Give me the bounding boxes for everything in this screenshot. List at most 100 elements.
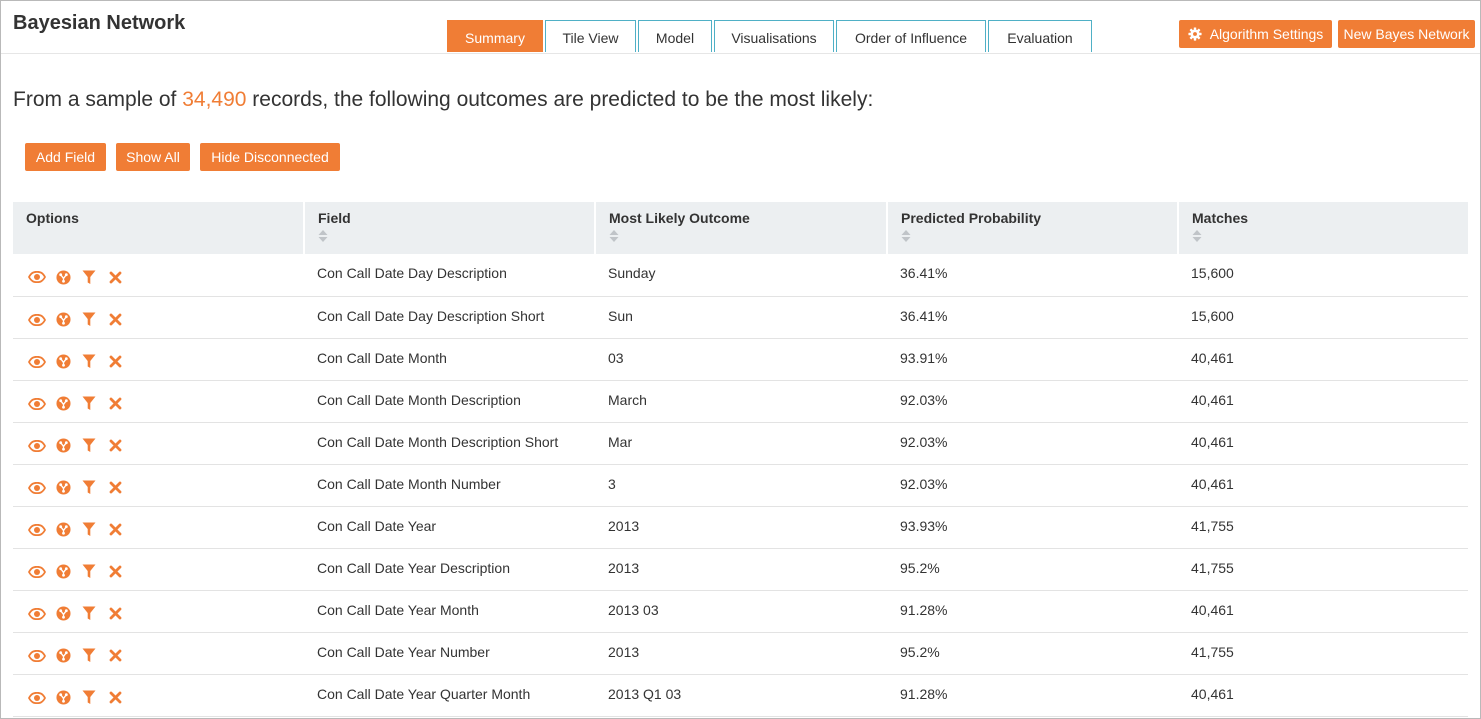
show-all-button[interactable]: Show All (116, 143, 190, 171)
eye-icon[interactable] (28, 690, 46, 706)
filter-icon[interactable] (80, 269, 98, 285)
close-icon[interactable] (106, 648, 124, 664)
table-row: Con Call Date Year Month 2013 03 91.28% … (13, 590, 1468, 633)
column-header-probability[interactable]: Predicted Probability (886, 202, 1178, 254)
field-cell: Con Call Date Year Description (304, 548, 595, 591)
header-divider (1, 53, 1480, 54)
algorithm-settings-button[interactable]: Algorithm Settings (1179, 20, 1332, 48)
network-icon[interactable] (54, 438, 72, 454)
filter-icon[interactable] (80, 564, 98, 580)
column-header-outcome[interactable]: Most Likely Outcome (594, 202, 887, 254)
eye-icon[interactable] (28, 396, 46, 412)
eye-icon[interactable] (28, 438, 46, 454)
sort-icon[interactable] (901, 229, 911, 243)
outcome-cell: Sunday (595, 254, 887, 297)
column-header-field[interactable]: Field (303, 202, 595, 254)
table-header-row: Options Field Most Likely Outcome Predic… (13, 202, 1468, 254)
table-row: Con Call Date Month Number 3 92.03% 40,4… (13, 464, 1468, 507)
field-cell: Con Call Date Year Quarter Month (304, 674, 595, 717)
network-icon[interactable] (54, 648, 72, 664)
row-options (13, 590, 304, 633)
eye-icon[interactable] (28, 648, 46, 664)
close-icon[interactable] (106, 269, 124, 285)
network-icon[interactable] (54, 606, 72, 622)
sort-icon[interactable] (318, 229, 328, 243)
field-cell: Con Call Date Month Description Short (304, 422, 595, 465)
tab-evaluation[interactable]: Evaluation (988, 20, 1092, 52)
network-icon[interactable] (54, 690, 72, 706)
filter-icon[interactable] (80, 396, 98, 412)
sort-icon[interactable] (1192, 229, 1202, 243)
table-row: Con Call Date Year Number 2013 95.2% 41,… (13, 632, 1468, 675)
filter-icon[interactable] (80, 522, 98, 538)
close-icon[interactable] (106, 522, 124, 538)
row-options (13, 338, 304, 381)
field-cell: Con Call Date Month Number (304, 464, 595, 507)
table-row: Con Call Date Day Description Sunday 36.… (13, 254, 1468, 297)
table-row: Con Call Date Day Description Short Sun … (13, 296, 1468, 339)
matches-cell: 15,600 (1178, 254, 1468, 297)
filter-icon[interactable] (80, 648, 98, 664)
eye-icon[interactable] (28, 564, 46, 580)
matches-cell: 40,461 (1178, 338, 1468, 381)
close-icon[interactable] (106, 354, 124, 370)
close-icon[interactable] (106, 690, 124, 706)
tab-tile-view[interactable]: Tile View (545, 20, 636, 52)
close-icon[interactable] (106, 606, 124, 622)
network-icon[interactable] (54, 564, 72, 580)
row-options (13, 548, 304, 591)
page-title: Bayesian Network (13, 12, 186, 34)
new-bayes-network-button[interactable]: New Bayes Network (1338, 20, 1475, 48)
network-icon[interactable] (54, 269, 72, 285)
network-icon[interactable] (54, 396, 72, 412)
matches-cell: 41,755 (1178, 632, 1468, 675)
table-row: Con Call Date Month 03 93.91% 40,461 (13, 338, 1468, 381)
probability-cell: 36.41% (887, 296, 1178, 339)
filter-icon[interactable] (80, 438, 98, 454)
filter-icon[interactable] (80, 312, 98, 328)
network-icon[interactable] (54, 312, 72, 328)
eye-icon[interactable] (28, 480, 46, 496)
probability-cell: 92.03% (887, 464, 1178, 507)
tab-order-of-influence[interactable]: Order of Influence (836, 20, 986, 52)
summary-suffix: records, the following outcomes are pred… (246, 88, 874, 111)
gear-icon (1188, 27, 1202, 41)
matches-cell: 41,755 (1178, 506, 1468, 549)
close-icon[interactable] (106, 312, 124, 328)
filter-icon[interactable] (80, 354, 98, 370)
add-field-button[interactable]: Add Field (25, 143, 106, 171)
row-options (13, 506, 304, 549)
column-header-matches[interactable]: Matches (1177, 202, 1468, 254)
eye-icon[interactable] (28, 606, 46, 622)
table-row: Con Call Date Year Quarter Month 2013 Q1… (13, 674, 1468, 717)
filter-icon[interactable] (80, 480, 98, 496)
filter-icon[interactable] (80, 606, 98, 622)
close-icon[interactable] (106, 438, 124, 454)
outcome-cell: 2013 03 (595, 590, 887, 633)
tab-visualisations[interactable]: Visualisations (714, 20, 834, 52)
tab-model[interactable]: Model (638, 20, 712, 52)
close-icon[interactable] (106, 480, 124, 496)
probability-cell: 93.91% (887, 338, 1178, 381)
probability-cell: 36.41% (887, 254, 1178, 297)
close-icon[interactable] (106, 396, 124, 412)
sort-icon[interactable] (609, 229, 619, 243)
network-icon[interactable] (54, 480, 72, 496)
field-cell: Con Call Date Day Description (304, 254, 595, 297)
matches-cell: 40,461 (1178, 380, 1468, 423)
eye-icon[interactable] (28, 522, 46, 538)
hide-disconnected-button[interactable]: Hide Disconnected (200, 143, 340, 171)
network-icon[interactable] (54, 522, 72, 538)
network-icon[interactable] (54, 354, 72, 370)
table-row: Con Call Date Year Description 2013 95.2… (13, 548, 1468, 591)
tab-summary[interactable]: Summary (447, 20, 543, 52)
outcome-cell: 2013 (595, 548, 887, 591)
tab-bar: Summary Tile View Model Visualisations O… (447, 20, 1094, 52)
eye-icon[interactable] (28, 312, 46, 328)
matches-cell: 40,461 (1178, 590, 1468, 633)
close-icon[interactable] (106, 564, 124, 580)
eye-icon[interactable] (28, 269, 46, 285)
filter-icon[interactable] (80, 690, 98, 706)
eye-icon[interactable] (28, 354, 46, 370)
